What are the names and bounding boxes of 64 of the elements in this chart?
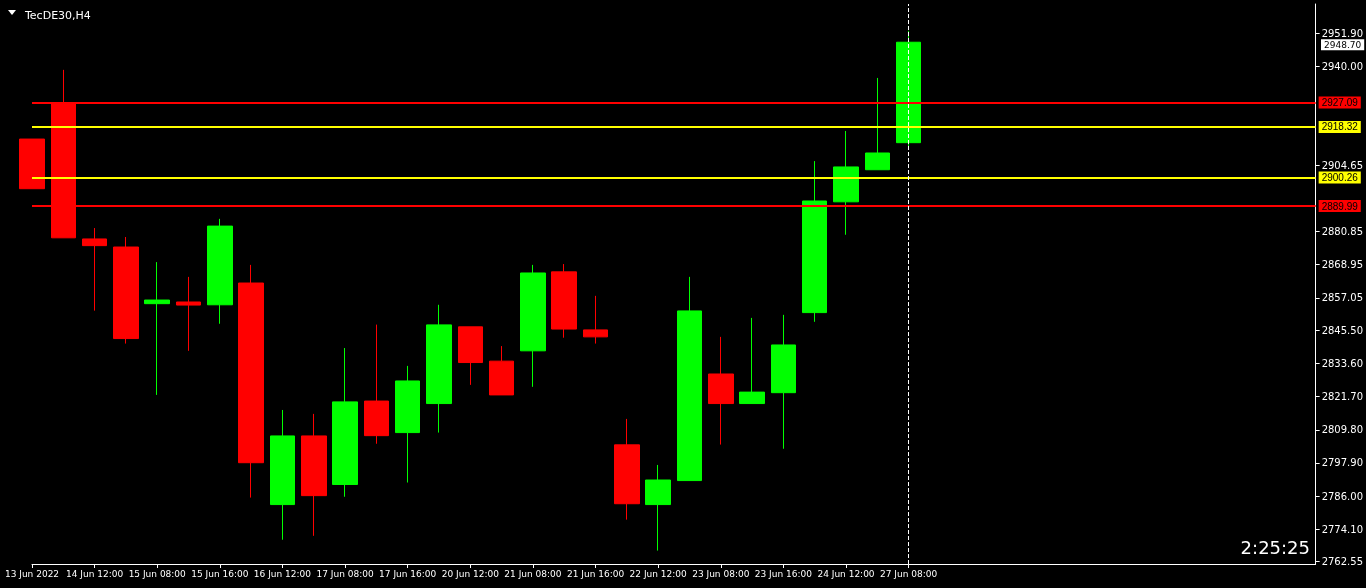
x-tick-label: 15 Jun 08:00 xyxy=(128,568,187,579)
y-tick-label: 2821.70 xyxy=(1321,391,1364,403)
annotation: 2:25:25 xyxy=(1240,536,1310,558)
x-tick-label: 15 Jun 16:00 xyxy=(191,568,249,579)
x-tick-label: 13 Jun 2022 xyxy=(4,568,60,579)
candlestick xyxy=(395,365,420,484)
x-tick-label: 21 Jun 16:00 xyxy=(566,568,625,579)
candlestick xyxy=(677,276,702,482)
candlestick xyxy=(144,261,170,396)
x-tick-label: 23 Jun 16:00 xyxy=(754,568,813,579)
candlestick xyxy=(771,314,796,450)
x-tick-label: 17 Jun 08:00 xyxy=(316,568,374,579)
candlestick xyxy=(520,264,546,388)
candlestick xyxy=(19,138,45,190)
x-tick-label: 16 Jun 12:00 xyxy=(253,568,312,579)
y-tick-label: 2833.60 xyxy=(1321,357,1364,369)
candlestick xyxy=(833,130,859,236)
candlestick xyxy=(82,227,107,312)
candlestick xyxy=(739,317,765,405)
candlestick xyxy=(364,324,389,445)
candlestick xyxy=(176,276,201,352)
candlestick xyxy=(301,413,327,537)
candlestick xyxy=(489,345,514,396)
candlestick xyxy=(458,326,483,386)
y-tick-label: 2762.55 xyxy=(1321,556,1364,568)
y-tick-label: 2880.85 xyxy=(1321,226,1364,238)
candlestick xyxy=(551,263,577,339)
text: 2948.70 xyxy=(1324,39,1362,50)
x-tick-label: 27 Jun 08:00 xyxy=(880,568,938,579)
candlestick xyxy=(896,30,921,148)
candlestick xyxy=(113,236,139,345)
candlestick xyxy=(645,464,671,552)
ref-line-label: 2900.26 xyxy=(1321,171,1359,183)
text: TecDE30,H4 xyxy=(24,9,91,22)
candlestick xyxy=(270,409,295,541)
ref-line-label: 2927.09 xyxy=(1321,97,1359,109)
y-tick-label: 2904.65 xyxy=(1321,159,1364,171)
y-tick-label: 2868.95 xyxy=(1321,259,1364,271)
y-tick-label: 2857.05 xyxy=(1321,292,1364,304)
ref-line-label: 2918.32 xyxy=(1321,121,1359,133)
y-tick-label: 2797.90 xyxy=(1321,457,1364,469)
x-tick-label: 20 Jun 12:00 xyxy=(441,568,500,579)
x-tick-label: 23 Jun 08:00 xyxy=(692,568,750,579)
candlestick xyxy=(865,77,890,171)
candlestick xyxy=(614,418,640,521)
y-tick-label: 2774.10 xyxy=(1321,523,1364,535)
candlestick xyxy=(207,218,233,325)
x-tick-label: 22 Jun 12:00 xyxy=(629,568,688,579)
candlestick xyxy=(426,304,452,434)
y-tick-label: 2951.90 xyxy=(1321,27,1364,39)
y-tick-label: 2940.00 xyxy=(1321,61,1364,72)
candlestick xyxy=(583,295,608,345)
candlestick xyxy=(238,264,264,499)
x-tick-label: 17 Jun 16:00 xyxy=(379,568,437,579)
candlestick xyxy=(802,160,827,323)
x-tick-label: 24 Jun 12:00 xyxy=(817,568,875,579)
candlestick xyxy=(708,336,734,446)
x-tick-label: 14 Jun 12:00 xyxy=(66,568,124,579)
ref-line-label: 2889.99 xyxy=(1321,200,1359,212)
x-tick-label: 21 Jun 08:00 xyxy=(504,568,562,579)
candlestick xyxy=(332,347,358,498)
y-tick-label: 2809.80 xyxy=(1321,424,1364,436)
y-tick-label: 2845.50 xyxy=(1321,324,1364,336)
y-tick-label: 2786.00 xyxy=(1321,490,1364,502)
